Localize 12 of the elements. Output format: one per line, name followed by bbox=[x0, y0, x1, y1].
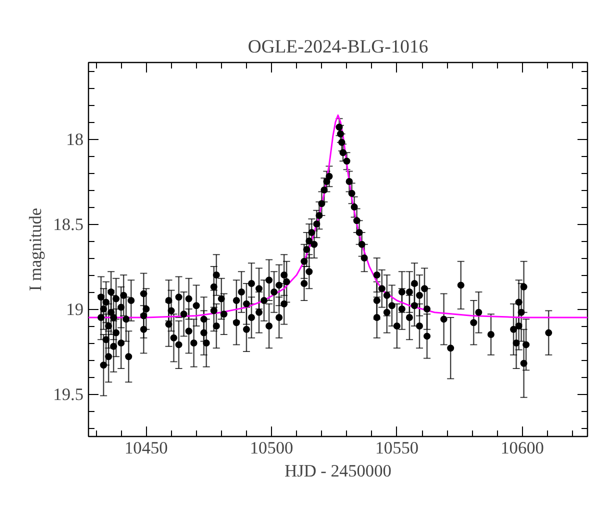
x-tick-label: 10600 bbox=[500, 438, 544, 458]
y-tick-label: 19 bbox=[66, 300, 84, 319]
x-axis-title: HJD - 2450000 bbox=[284, 462, 392, 480]
y-tick-label: 18.5 bbox=[53, 215, 84, 234]
line-series bbox=[88, 114, 588, 318]
y-tick-label: 18 bbox=[66, 130, 84, 149]
y-tick-label: 19.5 bbox=[53, 385, 84, 404]
y-axis-title: I magnitude bbox=[26, 208, 46, 292]
x-tick-label: 10500 bbox=[250, 438, 294, 458]
x-tick-label: 10550 bbox=[375, 438, 419, 458]
chart-title: OGLE-2024-BLG-1016 bbox=[248, 36, 428, 58]
x-tick-label: 10450 bbox=[124, 438, 168, 458]
